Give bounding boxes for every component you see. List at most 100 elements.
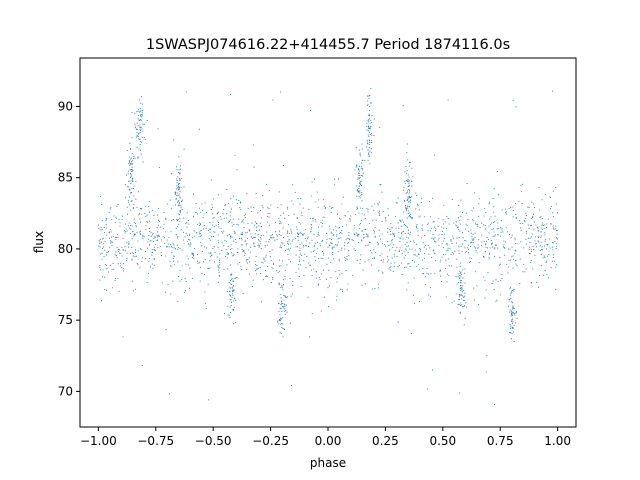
data-point	[233, 240, 235, 242]
data-point	[140, 141, 142, 143]
data-point	[515, 243, 517, 245]
data-point	[240, 233, 243, 235]
data-point	[139, 138, 141, 140]
x-tick-label: 0.75	[487, 434, 514, 448]
data-point	[171, 245, 173, 247]
data-point	[361, 148, 363, 150]
data-point	[515, 322, 517, 324]
data-point	[426, 267, 428, 270]
data-point	[290, 228, 292, 230]
data-point	[168, 236, 170, 239]
data-point	[373, 257, 375, 260]
data-point	[138, 214, 140, 216]
data-point	[278, 323, 280, 325]
data-point	[171, 220, 173, 222]
data-point	[237, 248, 239, 250]
data-point	[115, 236, 117, 238]
data-point	[221, 249, 223, 252]
data-point	[102, 246, 104, 248]
data-point	[500, 280, 502, 282]
data-point	[329, 242, 331, 244]
data-point	[447, 258, 449, 260]
data-point	[151, 234, 154, 236]
data-point	[328, 257, 330, 259]
data-point	[337, 241, 339, 243]
data-point	[543, 274, 545, 276]
data-point	[371, 134, 373, 136]
data-point	[299, 247, 301, 249]
data-point	[123, 230, 126, 232]
data-point	[362, 175, 364, 177]
data-point	[408, 180, 410, 182]
data-point	[240, 208, 242, 210]
data-point	[459, 287, 461, 289]
data-point	[217, 266, 219, 268]
data-point	[509, 325, 511, 327]
data-point	[204, 258, 206, 261]
data-point	[515, 106, 517, 108]
data-point	[137, 110, 139, 112]
data-point	[458, 303, 460, 306]
data-point	[390, 223, 392, 225]
data-point	[129, 189, 131, 191]
data-point	[176, 218, 178, 220]
data-point	[447, 99, 449, 101]
data-point	[359, 165, 361, 168]
data-point	[146, 120, 148, 122]
data-point	[497, 280, 499, 283]
data-point	[361, 169, 364, 171]
data-point	[287, 231, 289, 233]
data-point	[531, 233, 533, 235]
data-point	[145, 229, 147, 231]
data-point	[226, 213, 228, 215]
data-point	[191, 256, 193, 258]
data-point	[267, 221, 269, 223]
data-point	[407, 229, 409, 231]
data-point	[306, 238, 309, 240]
data-point	[407, 179, 409, 181]
data-point	[450, 253, 452, 255]
data-point	[475, 250, 477, 252]
data-point	[230, 208, 232, 210]
data-point	[126, 252, 128, 254]
data-point	[170, 244, 172, 246]
data-point	[344, 259, 347, 261]
data-point	[359, 175, 361, 177]
data-point	[396, 246, 398, 248]
data-point	[128, 243, 130, 245]
data-point	[535, 224, 537, 226]
data-point	[367, 244, 369, 246]
data-point	[414, 254, 416, 256]
data-point	[140, 126, 142, 128]
data-point	[374, 203, 376, 205]
data-point	[488, 203, 490, 205]
data-point	[121, 215, 124, 217]
data-point	[405, 192, 407, 194]
data-point	[289, 277, 291, 280]
data-point	[296, 218, 298, 220]
data-point	[100, 229, 102, 231]
data-point	[435, 230, 437, 232]
data-point	[409, 196, 411, 198]
data-point	[232, 218, 234, 220]
data-point	[100, 241, 102, 243]
data-point	[329, 238, 331, 240]
data-point	[461, 211, 464, 213]
data-point	[254, 260, 256, 262]
data-point	[114, 280, 116, 282]
data-point	[172, 218, 174, 221]
data-point	[337, 178, 340, 180]
data-point	[359, 207, 362, 209]
data-point	[502, 246, 505, 248]
data-point	[220, 227, 222, 229]
data-point	[389, 267, 391, 269]
data-point	[118, 290, 120, 292]
data-point	[528, 253, 530, 255]
data-point	[460, 280, 463, 282]
data-point	[441, 281, 443, 283]
data-point	[527, 237, 529, 239]
data-point	[360, 223, 362, 225]
data-point	[366, 139, 368, 141]
data-point	[458, 204, 460, 207]
data-point	[255, 229, 257, 232]
